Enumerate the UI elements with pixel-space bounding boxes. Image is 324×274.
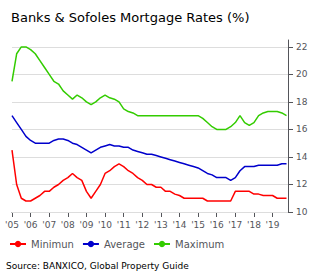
svg-text:Minimun: Minimun — [31, 239, 74, 250]
svg-text:16: 16 — [296, 124, 308, 134]
svg-text:20: 20 — [296, 69, 308, 79]
svg-text:'06: '06 — [24, 220, 38, 230]
svg-text:'09: '09 — [79, 220, 93, 230]
svg-text:'07: '07 — [42, 220, 56, 230]
svg-text:14: 14 — [296, 152, 308, 162]
svg-text:'10: '10 — [98, 220, 112, 230]
svg-text:Source: BANXICO, Global Proper: Source: BANXICO, Global Property Guide — [6, 261, 189, 271]
svg-text:'13: '13 — [154, 220, 168, 230]
svg-text:'08: '08 — [61, 220, 75, 230]
svg-text:18: 18 — [296, 97, 308, 107]
svg-text:22: 22 — [296, 42, 307, 52]
svg-text:'15: '15 — [191, 220, 205, 230]
svg-text:Banks & Sofoles Mortgage Rates: Banks & Sofoles Mortgage Rates (%) — [11, 10, 250, 25]
svg-text:'19: '19 — [266, 220, 280, 230]
svg-text:'17: '17 — [228, 220, 242, 230]
svg-text:'12: '12 — [135, 220, 149, 230]
svg-text:12: 12 — [296, 179, 307, 189]
svg-text:'05: '05 — [5, 220, 19, 230]
svg-text:'18: '18 — [247, 220, 261, 230]
svg-text:'14: '14 — [173, 220, 187, 230]
svg-text:'16: '16 — [210, 220, 224, 230]
svg-text:10: 10 — [296, 207, 308, 217]
svg-text:Average: Average — [104, 239, 145, 250]
svg-text:Maximum: Maximum — [175, 239, 224, 250]
svg-text:'11: '11 — [117, 220, 131, 230]
